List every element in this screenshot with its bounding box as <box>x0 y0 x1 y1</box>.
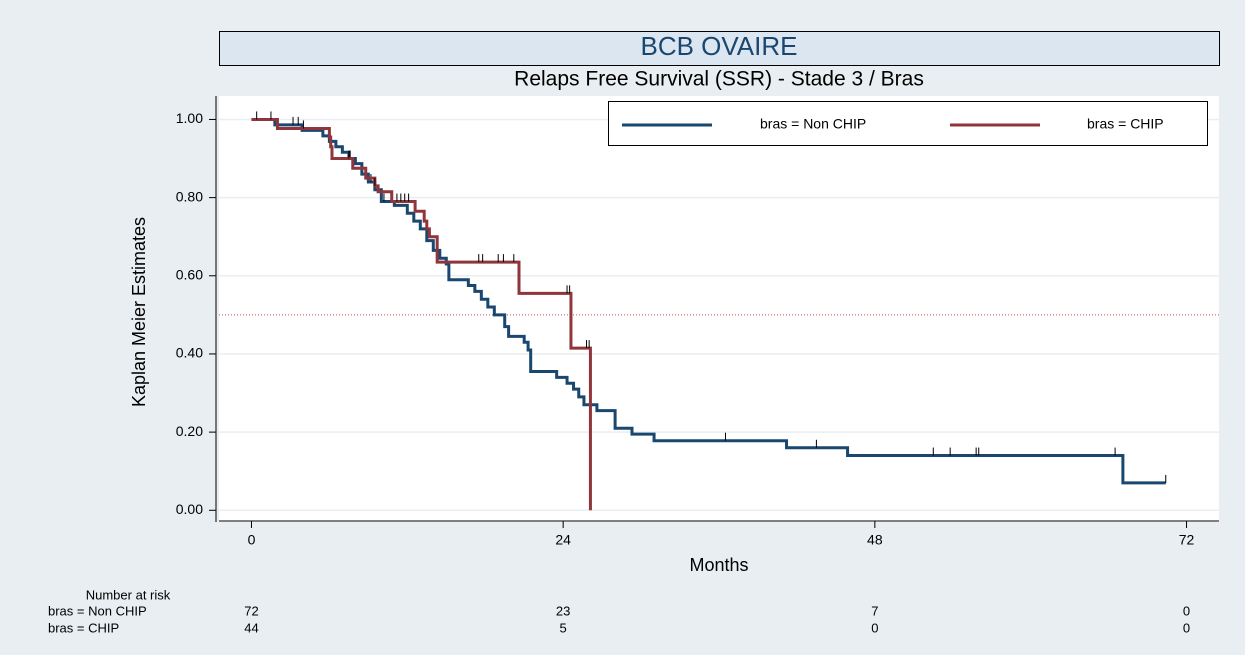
legend-label: bras = CHIP <box>1087 116 1164 132</box>
risk-row-label: bras = CHIP <box>48 620 119 635</box>
risk-value: 7 <box>871 603 878 618</box>
risk-value: 5 <box>560 620 567 635</box>
y-tick-label: 1.00 <box>176 110 203 126</box>
survival-curve <box>251 117 592 511</box>
chart-title: BCB OVAIRE <box>640 31 797 61</box>
risk-title: Number at risk <box>86 587 171 602</box>
x-axis-label: Months <box>689 555 748 575</box>
y-tick-label: 0.60 <box>176 266 203 282</box>
risk-value: 23 <box>556 603 570 618</box>
legend-label: bras = Non CHIP <box>760 116 866 132</box>
x-tick-label: 24 <box>555 532 571 548</box>
y-tick-label: 0.80 <box>176 188 203 204</box>
risk-row-label: bras = Non CHIP <box>48 603 147 618</box>
y-axis-label: Kaplan Meier Estimates <box>129 217 149 407</box>
chart-subtitle: Relaps Free Survival (SSR) - Stade 3 / B… <box>514 68 924 91</box>
title-box <box>219 31 1220 66</box>
risk-value: 0 <box>871 620 878 635</box>
risk-value: 0 <box>1183 620 1190 635</box>
x-tick-label: 72 <box>1179 532 1195 548</box>
x-tick-label: 48 <box>867 532 883 548</box>
risk-value: 72 <box>244 603 258 618</box>
plot-area <box>219 96 1219 522</box>
risk-value: 0 <box>1183 603 1190 618</box>
x-tick-label: 0 <box>248 532 256 548</box>
risk-value: 44 <box>244 620 258 635</box>
y-tick-label: 0.40 <box>176 345 203 361</box>
y-tick-label: 0.00 <box>176 501 203 517</box>
plot <box>251 111 1167 511</box>
y-tick-label: 0.20 <box>176 423 203 439</box>
